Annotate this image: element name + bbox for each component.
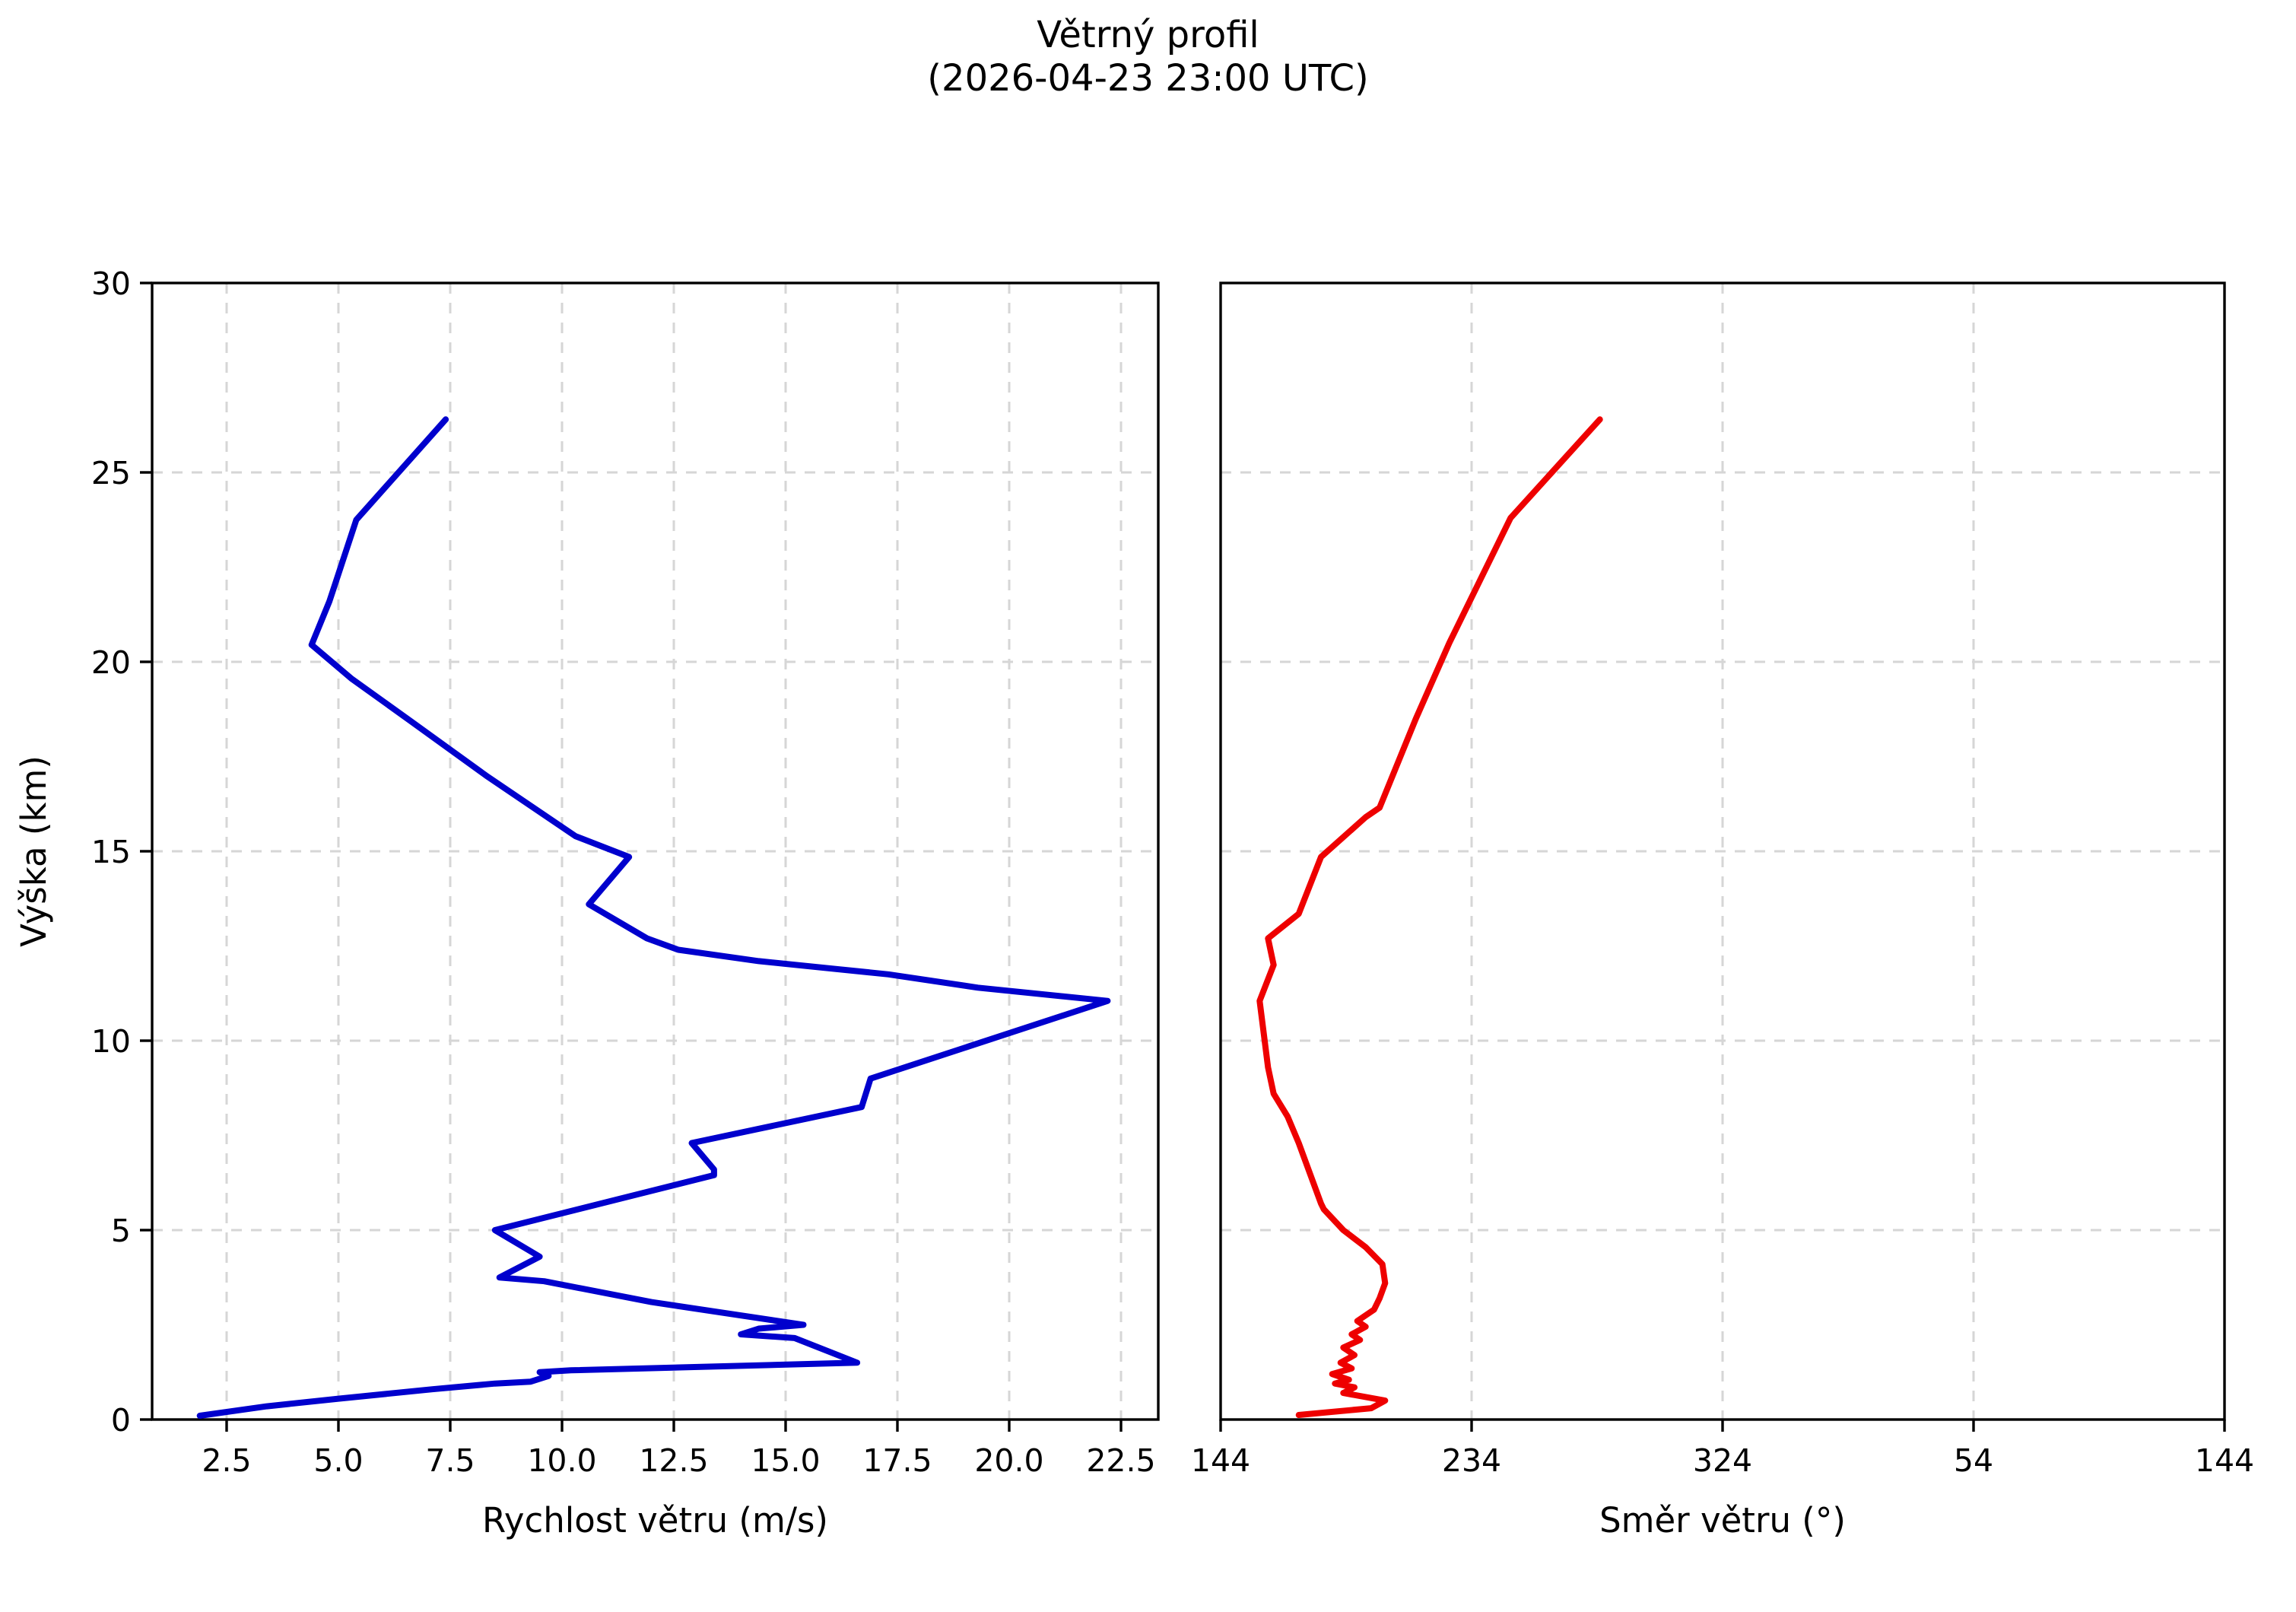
x-tick-label: 20.0 [974, 1442, 1043, 1479]
y-tick-label: 30 [91, 265, 131, 302]
y-tick-label: 15 [91, 834, 131, 870]
x-tick-label: 17.5 [862, 1442, 932, 1479]
y-tick-label: 10 [91, 1023, 131, 1060]
y-tick-label: 20 [91, 644, 131, 681]
x-tick-label: 7.5 [425, 1442, 475, 1479]
x-tick-label: 144 [2195, 1442, 2254, 1479]
x-tick-label: 22.5 [1086, 1442, 1155, 1479]
data-series-line [196, 416, 1111, 1419]
x-tick-label: 12.5 [639, 1442, 708, 1479]
wind-direction-panel: 144 234 324 54 144 Směr větru (°) [1191, 281, 2254, 1540]
data-series-line [1256, 416, 1603, 1418]
wind-speed-panel: 2.5 5.0 7.5 10.0 12.5 15.0 17.5 20.0 22.5 0 5 10 15 2… [14, 265, 1160, 1540]
x-axis-label: Rychlost větru (m/s) [482, 1500, 828, 1540]
y-tick-label: 0 [111, 1402, 131, 1439]
figure-title: Větrný profil (2026-04-23 23:00 UTC) [927, 14, 1369, 100]
x-tick-label: 10.0 [527, 1442, 596, 1479]
y-tick-label: 25 [91, 455, 131, 491]
x-tick-label: 15.0 [751, 1442, 820, 1479]
x-tick-label: 5.0 [313, 1442, 363, 1479]
x-tick-label: 54 [1954, 1442, 1993, 1479]
y-axis-label: Výška (km) [14, 755, 54, 947]
x-tick-label: 324 [1693, 1442, 1752, 1479]
x-axis-label: Směr větru (°) [1599, 1500, 1846, 1540]
x-tick-label: 144 [1191, 1442, 1250, 1479]
y-tick-label: 5 [111, 1213, 131, 1249]
x-tick-label: 2.5 [202, 1442, 251, 1479]
x-tick-label: 234 [1442, 1442, 1501, 1479]
